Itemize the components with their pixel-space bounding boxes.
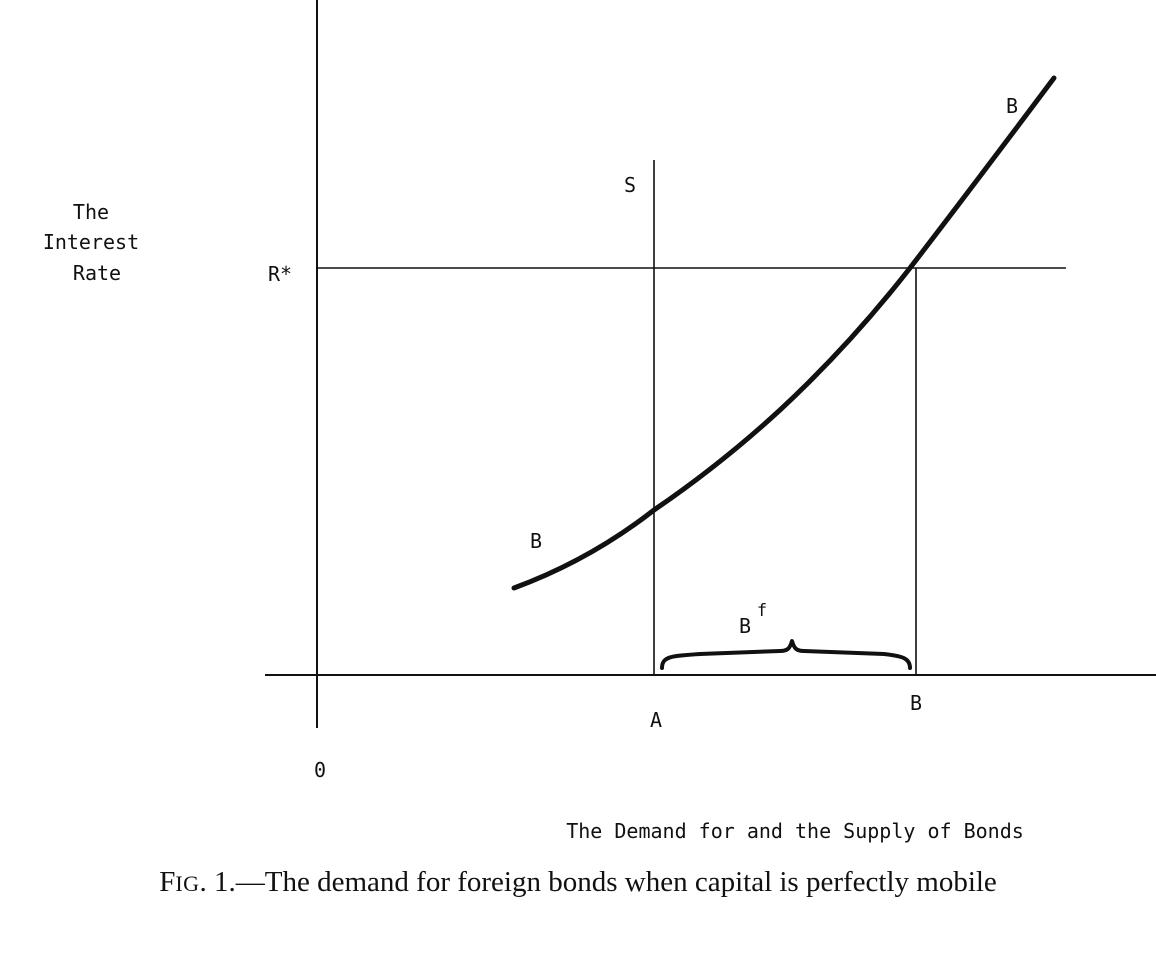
curve-label-lower: B — [530, 529, 542, 553]
demand-curve — [511, 75, 1057, 591]
supply-label: S — [624, 173, 636, 197]
foreign-bonds-brace — [660, 639, 912, 670]
caption-text: —The demand for foreign bonds when capit… — [235, 866, 997, 898]
tick-a-label: A — [650, 708, 662, 732]
figure-caption: FIG. 1.—The demand for foreign bonds whe… — [0, 866, 1156, 899]
y-axis-title-line-1: The — [73, 200, 109, 224]
caption-fig-prefix: FIG — [159, 866, 200, 898]
y-axis-title-line-2: Interest — [43, 230, 139, 254]
y-axis-title-line-3: Rate — [73, 261, 121, 285]
rate-label: R* — [268, 262, 292, 286]
origin-label: 0 — [314, 758, 326, 782]
brace-label-base: B — [739, 614, 751, 638]
y-axis-title: The Interest Rate — [43, 200, 151, 285]
brace-label-superscript: f — [757, 601, 767, 621]
caption-fig-number: . 1. — [199, 866, 236, 898]
curve-label-upper: B — [1006, 94, 1018, 118]
tick-b-label: B — [910, 691, 922, 715]
x-axis-title: The Demand for and the Supply of Bonds — [566, 819, 1024, 843]
